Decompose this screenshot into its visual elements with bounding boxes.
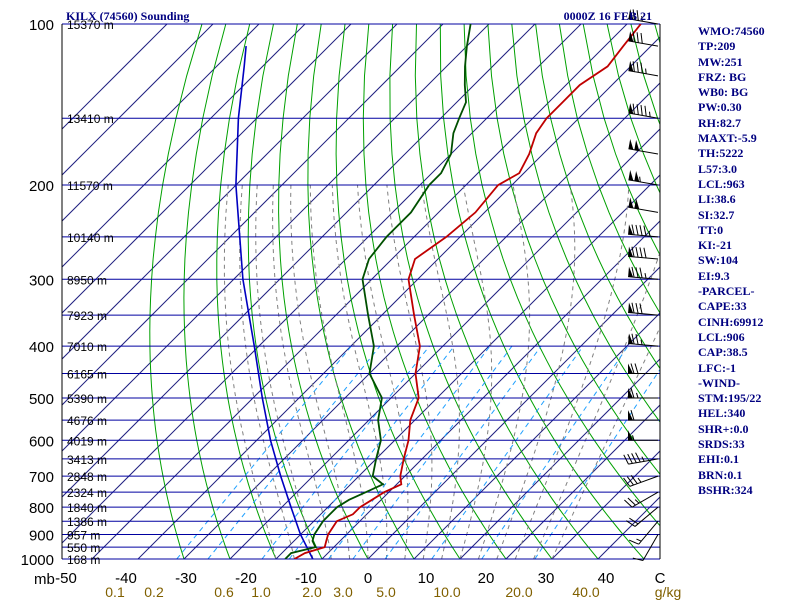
index-line: HEL:340	[698, 406, 798, 421]
pressure-label: 200	[29, 178, 54, 195]
index-line: BSHR:324	[698, 483, 798, 498]
mixing-ratio-unit-label: g/kg	[655, 584, 681, 600]
pressure-label: 600	[29, 433, 54, 450]
height-label: 5390 m	[67, 392, 107, 406]
index-line: SW:104	[698, 253, 798, 268]
height-label: 6165 m	[67, 367, 107, 381]
temperature-tick-label: 30	[538, 570, 555, 587]
pressure-label: 1000	[21, 552, 54, 569]
pressure-label: 500	[29, 391, 54, 408]
index-line: SHR+:0.0	[698, 422, 798, 437]
pressure-unit-label: mb	[34, 571, 55, 588]
height-label: 1840 m	[67, 501, 107, 515]
mixing-ratio-tick-label: 0.1	[105, 584, 125, 600]
mixing-ratio-tick-label: 0.6	[214, 584, 234, 600]
mixing-ratio-tick-label: 20.0	[505, 584, 532, 600]
pressure-label: 100	[29, 17, 54, 34]
index-line: BRN:0.1	[698, 468, 798, 483]
height-label: 4676 m	[67, 414, 107, 428]
temperature-tick-label: 0	[364, 570, 372, 587]
index-line: WMO:74560	[698, 24, 798, 39]
temperature-tick-label: 20	[478, 570, 495, 587]
index-line: SRDS:33	[698, 437, 798, 452]
index-line: EI:9.3	[698, 269, 798, 284]
index-line: TP:209	[698, 39, 798, 54]
index-line: LCL:906	[698, 330, 798, 345]
pressure-label: 900	[29, 528, 54, 545]
index-line: -PARCEL-	[698, 284, 798, 299]
index-line: WB0: BG	[698, 85, 798, 100]
index-line: CINH:69912	[698, 315, 798, 330]
chart-title: KILX (74560) Sounding	[66, 9, 189, 23]
mixing-ratio-tick-label: 5.0	[376, 584, 396, 600]
mixing-ratio-tick-label: 10.0	[433, 584, 460, 600]
index-line: MW:251	[698, 55, 798, 70]
pressure-label: 400	[29, 339, 54, 356]
height-label: 2324 m	[67, 486, 107, 500]
index-line: SI:32.7	[698, 208, 798, 223]
index-line: CAPE:33	[698, 299, 798, 314]
height-label: 1386 m	[67, 515, 107, 529]
index-line: STM:195/22	[698, 391, 798, 406]
temperature-tick-label: 40	[598, 570, 615, 587]
index-line: LFC:-1	[698, 361, 798, 376]
height-label: 7010 m	[67, 340, 107, 354]
mixing-ratio-tick-label: 3.0	[333, 584, 353, 600]
height-label: 11570 m	[67, 179, 113, 193]
index-line: TH:5222	[698, 146, 798, 161]
valid-time: 0000Z 16 FEB 21	[564, 9, 652, 23]
temperature-tick-label: -50	[55, 570, 77, 587]
height-label: 168 m	[67, 553, 100, 567]
index-line: MAXT:-5.9	[698, 131, 798, 146]
height-label: 3413 m	[67, 453, 107, 467]
index-line: LI:38.6	[698, 192, 798, 207]
index-line: FRZ: BG	[698, 70, 798, 85]
height-label: 7923 m	[67, 309, 107, 323]
index-line: LCL:963	[698, 177, 798, 192]
mixing-ratio-tick-label: 1.0	[251, 584, 271, 600]
index-line: L57:3.0	[698, 162, 798, 177]
mixing-ratio-tick-label: 0.2	[144, 584, 164, 600]
index-line: EHI:0.1	[698, 452, 798, 467]
height-label: 2848 m	[67, 470, 107, 484]
mixing-ratio-tick-label: 40.0	[572, 584, 599, 600]
temperature-tick-label: 10	[418, 570, 435, 587]
pressure-label: 800	[29, 500, 54, 517]
height-label: 13410 m	[67, 112, 114, 126]
pressure-label: 300	[29, 272, 54, 289]
index-line: PW:0.30	[698, 100, 798, 115]
index-line: RH:82.7	[698, 116, 798, 131]
height-label: 10140 m	[67, 231, 114, 245]
index-line: -WIND-	[698, 376, 798, 391]
height-label: 8950 m	[67, 273, 107, 287]
index-line: CAP:38.5	[698, 345, 798, 360]
pressure-label: 700	[29, 469, 54, 486]
temperature-tick-label: -30	[175, 570, 197, 587]
height-label: 4019 m	[67, 434, 107, 448]
mixing-ratio-tick-label: 2.0	[302, 584, 322, 600]
index-line: TT:0	[698, 223, 798, 238]
index-line: KI:-21	[698, 238, 798, 253]
